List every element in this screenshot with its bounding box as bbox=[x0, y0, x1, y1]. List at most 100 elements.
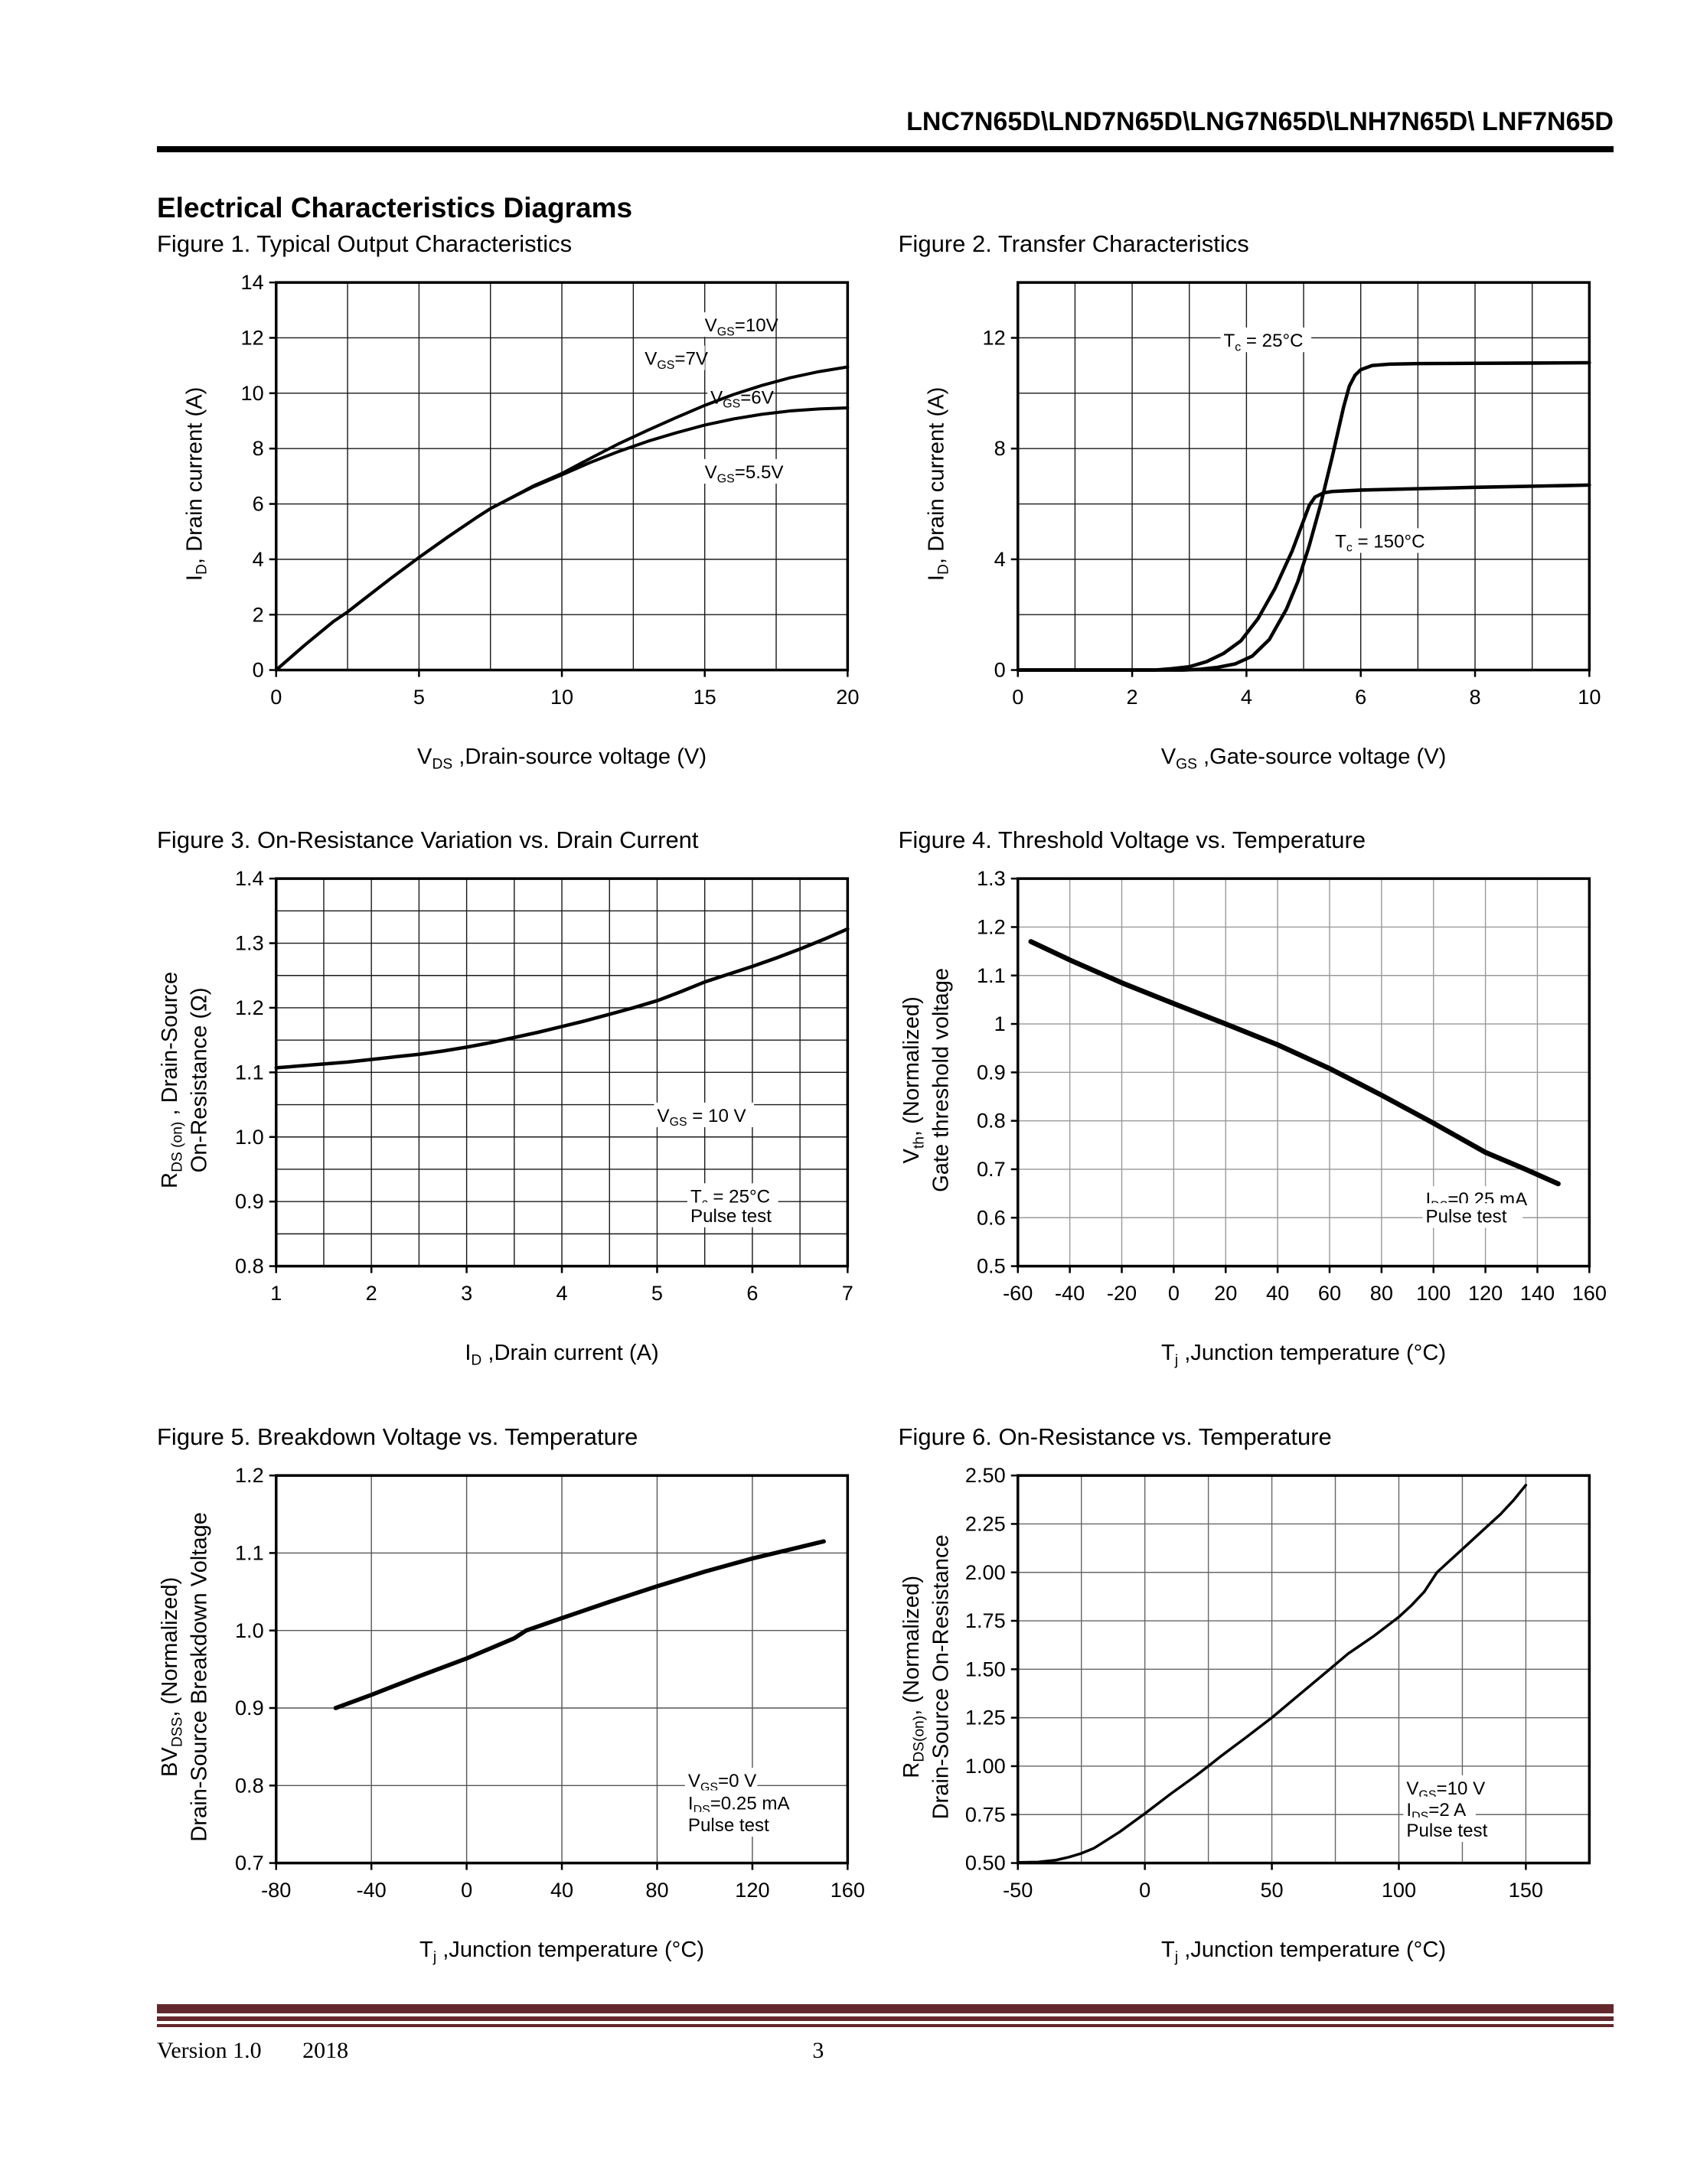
svg-text:VGS=10V: VGS=10V bbox=[705, 315, 778, 338]
svg-text:120: 120 bbox=[735, 1877, 769, 1901]
svg-text:ID, Drain current (A): ID, Drain current (A) bbox=[924, 387, 951, 581]
svg-text:14: 14 bbox=[241, 270, 264, 294]
svg-text:1.0: 1.0 bbox=[235, 1618, 264, 1641]
figure-4-chart: -60 -40 -20 0 20 40 60 80 100 120 140 160 0.5 0.6 0.7 0… bbox=[899, 866, 1607, 1368]
figure-6-title: Figure 6. On-Resistance vs. Temperature bbox=[898, 1423, 1332, 1450]
svg-text:20: 20 bbox=[1214, 1281, 1237, 1305]
figure-4-title: Figure 4. Threshold Voltage vs. Temperat… bbox=[898, 826, 1366, 854]
svg-text:0.9: 0.9 bbox=[235, 1189, 264, 1213]
svg-text:0.9: 0.9 bbox=[976, 1061, 1005, 1084]
svg-text:4: 4 bbox=[253, 547, 264, 571]
svg-text:Gate threshold voltage: Gate threshold voltage bbox=[928, 968, 953, 1192]
svg-text:Pulse test: Pulse test bbox=[688, 1815, 769, 1836]
footer-year: 2018 bbox=[302, 2037, 349, 2063]
figure-5: Figure 5. Breakdown Voltage vs. Temperat… bbox=[157, 1423, 873, 1977]
header-rule bbox=[157, 146, 1614, 152]
svg-text:150: 150 bbox=[1508, 1877, 1542, 1901]
svg-text:80: 80 bbox=[645, 1877, 668, 1901]
svg-text:-50: -50 bbox=[1003, 1877, 1033, 1901]
figure-2-title: Figure 2. Transfer Characteristics bbox=[898, 230, 1249, 257]
svg-text:4: 4 bbox=[994, 547, 1005, 571]
figures-grid: Figure 1. Typical Output Characteristics… bbox=[157, 230, 1614, 1977]
svg-text:100: 100 bbox=[1416, 1281, 1451, 1305]
svg-text:1.3: 1.3 bbox=[976, 866, 1005, 890]
svg-text:8: 8 bbox=[994, 436, 1005, 460]
svg-text:-80: -80 bbox=[261, 1877, 291, 1901]
svg-text:1: 1 bbox=[270, 1281, 282, 1305]
figure-6-chart: -50 0 50 100 150 0.50 0.75 1.00 1.25 1.50 1.75 2.00… bbox=[899, 1463, 1591, 1965]
figure-1-chart: 0 5 10 15 2002468101214VGS=10VVGS=7VVGS=6VVG… bbox=[182, 270, 859, 772]
svg-text:0: 0 bbox=[270, 685, 282, 709]
svg-text:40: 40 bbox=[1266, 1281, 1289, 1305]
svg-text:0: 0 bbox=[461, 1877, 472, 1901]
svg-text:5: 5 bbox=[413, 685, 425, 709]
svg-text:80: 80 bbox=[1369, 1281, 1392, 1305]
svg-text:0.6: 0.6 bbox=[976, 1206, 1005, 1230]
svg-text:2: 2 bbox=[366, 1281, 377, 1305]
figure-2: Figure 2. Transfer Characteristics 0 2 4 6 8… bbox=[899, 230, 1614, 784]
footer-rule-thick-bar bbox=[157, 2003, 1614, 2013]
svg-text:Pulse test: Pulse test bbox=[690, 1206, 772, 1227]
svg-text:1.1: 1.1 bbox=[976, 963, 1005, 987]
section-title: Electrical Characteristics Diagrams bbox=[157, 192, 633, 223]
svg-text:Tj ,Junction temperature (°C): Tj ,Junction temperature (°C) bbox=[419, 1938, 704, 1965]
svg-text:15: 15 bbox=[694, 685, 716, 709]
svg-text:Pulse test: Pulse test bbox=[1425, 1207, 1506, 1227]
figure-5-title: Figure 5. Breakdown Voltage vs. Temperat… bbox=[157, 1423, 638, 1450]
svg-text:4: 4 bbox=[1240, 685, 1252, 709]
svg-text:VDS ,Drain-source voltage (V): VDS ,Drain-source voltage (V) bbox=[417, 745, 707, 772]
svg-text:-40: -40 bbox=[357, 1877, 387, 1901]
svg-text:0.7: 0.7 bbox=[976, 1157, 1005, 1181]
svg-text:0.7: 0.7 bbox=[235, 1850, 264, 1874]
svg-text:1: 1 bbox=[994, 1012, 1005, 1035]
svg-text:1.2: 1.2 bbox=[235, 996, 264, 1019]
svg-text:0.8: 0.8 bbox=[235, 1773, 264, 1797]
svg-text:0: 0 bbox=[994, 658, 1005, 682]
svg-text:10: 10 bbox=[241, 381, 264, 405]
svg-text:ID ,Drain current (A): ID ,Drain current (A) bbox=[465, 1341, 658, 1368]
svg-text:0.75: 0.75 bbox=[964, 1802, 1005, 1826]
svg-text:8: 8 bbox=[253, 436, 264, 460]
footer-rule-medium-bar bbox=[157, 2016, 1614, 2021]
svg-text:1.75: 1.75 bbox=[964, 1609, 1005, 1632]
svg-text:1.3: 1.3 bbox=[235, 931, 264, 955]
svg-text:1.4: 1.4 bbox=[235, 866, 264, 890]
svg-text:0.5: 0.5 bbox=[976, 1254, 1005, 1278]
svg-text:160: 160 bbox=[831, 1877, 865, 1901]
page-header-part-numbers: LNC7N65D\LND7N65D\LNG7N65D\LNH7N65D\ LNF… bbox=[906, 107, 1614, 136]
svg-text:0: 0 bbox=[1167, 1281, 1179, 1305]
footer-rule bbox=[157, 2003, 1614, 2027]
footer-version: Version 1.0 bbox=[157, 2037, 262, 2063]
svg-text:10: 10 bbox=[550, 685, 573, 709]
svg-text:RDS(on), (Normalized): RDS(on), (Normalized) bbox=[899, 1576, 927, 1778]
svg-text:Pulse test: Pulse test bbox=[1406, 1821, 1487, 1841]
svg-text:1.2: 1.2 bbox=[976, 915, 1005, 939]
svg-text:Tc = 25°C: Tc = 25°C bbox=[1223, 331, 1303, 354]
svg-text:6: 6 bbox=[746, 1281, 758, 1305]
svg-text:Tj ,Junction temperature (°C): Tj ,Junction temperature (°C) bbox=[1161, 1938, 1446, 1965]
svg-text:2.50: 2.50 bbox=[964, 1463, 1005, 1487]
svg-text:120: 120 bbox=[1467, 1281, 1502, 1305]
svg-text:2: 2 bbox=[253, 602, 264, 626]
figure-2-chart: 0 2 4 6 8 10 0 4 8 12 Tc = 25°C Tc = 150°C VGS ,Gate… bbox=[924, 281, 1601, 773]
svg-text:0: 0 bbox=[253, 658, 264, 682]
svg-text:2: 2 bbox=[1126, 685, 1137, 709]
figure-5-chart: -80 -40 0 40 80 120 160 0.7 0.8 0.9 1.0 1.1 1.2 VGS=0… bbox=[158, 1463, 865, 1965]
footer-page-number: 3 bbox=[812, 2037, 824, 2063]
svg-text:0.50: 0.50 bbox=[964, 1850, 1005, 1874]
footer-rule-thin-bar bbox=[157, 2023, 1614, 2027]
svg-text:1.2: 1.2 bbox=[235, 1463, 264, 1487]
svg-text:2.00: 2.00 bbox=[964, 1560, 1005, 1583]
footer-text-row: Version 1.0 2018 3 bbox=[157, 2038, 1614, 2064]
figure-3: Figure 3. On-Resistance Variation vs. Dr… bbox=[157, 826, 873, 1380]
svg-text:-40: -40 bbox=[1055, 1281, 1085, 1305]
svg-text:1.25: 1.25 bbox=[964, 1705, 1005, 1729]
svg-text:1.1: 1.1 bbox=[235, 1540, 264, 1564]
figure-1-title: Figure 1. Typical Output Characteristics bbox=[157, 230, 573, 257]
svg-text:10: 10 bbox=[1578, 685, 1601, 709]
svg-text:140: 140 bbox=[1519, 1281, 1554, 1305]
svg-text:12: 12 bbox=[241, 326, 264, 350]
svg-text:BVDSS, (Normalized): BVDSS, (Normalized) bbox=[158, 1576, 185, 1776]
svg-text:On-Resistance (Ω): On-Resistance (Ω) bbox=[187, 988, 211, 1173]
